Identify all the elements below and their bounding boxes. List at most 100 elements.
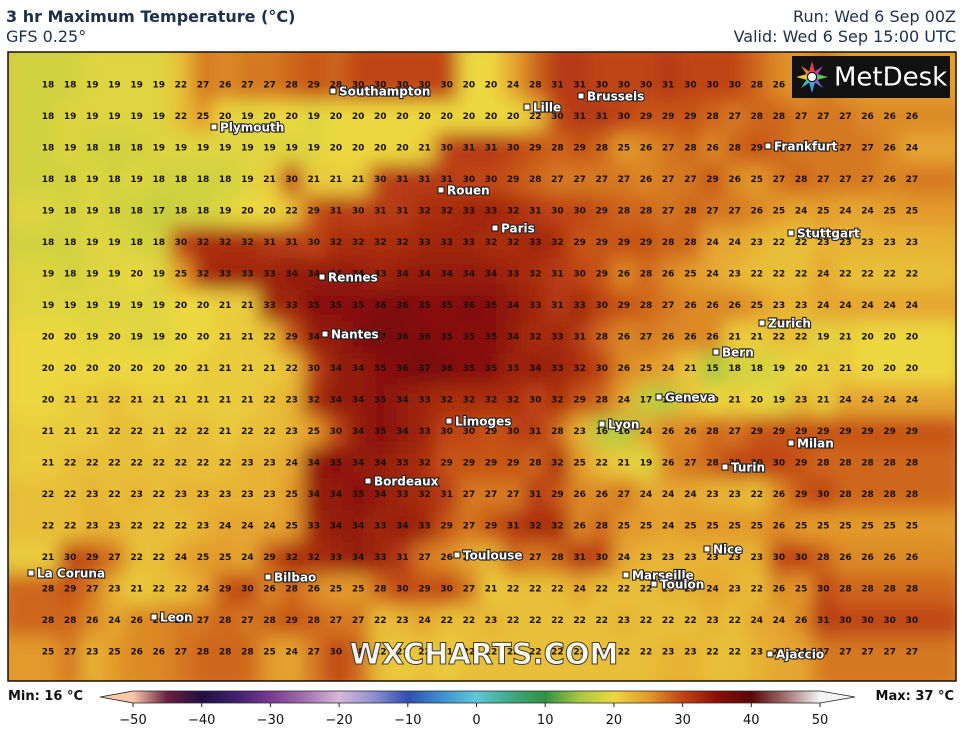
city-marker: [622, 571, 630, 579]
temp-value: 30: [396, 585, 409, 595]
temp-value: 34: [285, 270, 298, 280]
temp-cell: [612, 573, 636, 606]
temp-value: 24: [640, 490, 653, 500]
temp-cell: [280, 447, 304, 480]
temp-cell: [169, 541, 193, 575]
temp-value: 27: [817, 175, 830, 185]
temp-cell: [435, 52, 459, 102]
temp-cell: [125, 510, 149, 543]
temp-cell: [435, 384, 459, 417]
temp-cell: [280, 321, 304, 354]
temp-cell: [856, 510, 880, 543]
temp-value: 28: [42, 585, 55, 595]
temp-value: 20: [485, 81, 498, 91]
temp-cell: [812, 289, 836, 323]
temp-value: 27: [463, 490, 476, 500]
temp-value: 23: [485, 553, 498, 563]
temp-cell: [81, 573, 105, 606]
temp-cell: [723, 226, 747, 260]
temp-value: 28: [706, 459, 719, 469]
temp-value: 27: [418, 553, 431, 563]
temp-cell: [435, 604, 459, 638]
temp-cell: [125, 478, 149, 512]
temp-cell: [679, 321, 703, 354]
temp-value: 30: [175, 238, 188, 248]
temp-cell: [679, 604, 703, 638]
temp-cell: [324, 478, 349, 512]
colorbar-tick-label: 0: [472, 713, 480, 728]
temp-value: 24: [463, 553, 476, 563]
temp-cell: [502, 636, 526, 681]
temp-cell: [125, 384, 149, 417]
temp-value: 21: [130, 396, 143, 406]
temp-cell: [191, 289, 216, 323]
temp-value: 20: [219, 112, 232, 122]
temp-cell: [856, 132, 880, 165]
temp-cell: [169, 415, 193, 449]
temp-value: 28: [551, 144, 564, 154]
temp-value: 32: [507, 238, 520, 248]
temp-cell: [634, 478, 659, 512]
temp-cell: [546, 604, 570, 638]
temp-value: 22: [64, 459, 77, 469]
temp-value: 27: [108, 553, 121, 563]
temp-cell: [391, 52, 415, 102]
temp-value: 29: [618, 238, 631, 248]
temp-value: 23: [817, 238, 830, 248]
temp-value: 34: [352, 553, 365, 563]
temp-value: 22: [241, 427, 254, 437]
temp-value: 33: [551, 333, 564, 343]
temp-value: 32: [529, 270, 542, 280]
temp-value: 34: [374, 490, 387, 500]
temp-cell: [634, 415, 659, 449]
temp-cell: [59, 258, 83, 291]
temp-cell: [657, 195, 681, 228]
temp-cell: [391, 573, 415, 606]
temp-cell: [834, 195, 858, 228]
temp-value: 19: [285, 144, 298, 154]
temp-cell: [634, 100, 659, 134]
temp-cell: [280, 478, 304, 512]
temp-cell: [81, 52, 105, 102]
temp-value: 26: [662, 333, 675, 343]
temp-value: 29: [507, 175, 520, 185]
temp-cell: [347, 163, 371, 197]
temp-value: 33: [374, 553, 387, 563]
temp-value: 20: [418, 112, 431, 122]
temp-value: 28: [773, 144, 786, 154]
temp-cell: [634, 195, 659, 228]
temp-cell: [524, 447, 548, 480]
temp-value: 34: [507, 301, 520, 311]
temp-value: 21: [440, 648, 453, 658]
temp-value: 26: [684, 301, 697, 311]
temp-value: 35: [463, 364, 476, 374]
temp-value: 24: [618, 553, 631, 563]
temp-value: 26: [751, 207, 764, 217]
temp-value: 24: [817, 301, 830, 311]
temp-value: 20: [130, 364, 143, 374]
temp-cell: [546, 52, 570, 102]
temp-cell: [745, 52, 769, 102]
temp-value: 22: [175, 585, 188, 595]
temp-cell: [457, 384, 481, 417]
temp-value: 22: [152, 522, 165, 532]
temp-value: 27: [773, 175, 786, 185]
temp-cell: [856, 415, 880, 449]
temp-cell: [546, 510, 570, 543]
temp-value: 25: [817, 522, 830, 532]
temp-value: 29: [795, 490, 808, 500]
temp-value: 28: [728, 144, 741, 154]
temp-value: 26: [662, 270, 675, 280]
temp-value: 18: [219, 175, 232, 185]
temp-cell: [191, 604, 216, 638]
temp-cell: [856, 163, 880, 197]
temp-cell: [502, 226, 526, 260]
temp-cell: [147, 100, 171, 134]
temp-value: 29: [817, 427, 830, 437]
temp-cell: [169, 604, 193, 638]
temp-value: 28: [640, 207, 653, 217]
temp-value: 33: [485, 207, 498, 217]
temp-value: 18: [64, 81, 77, 91]
temp-value: 22: [839, 270, 852, 280]
temp-cell: [590, 447, 614, 480]
